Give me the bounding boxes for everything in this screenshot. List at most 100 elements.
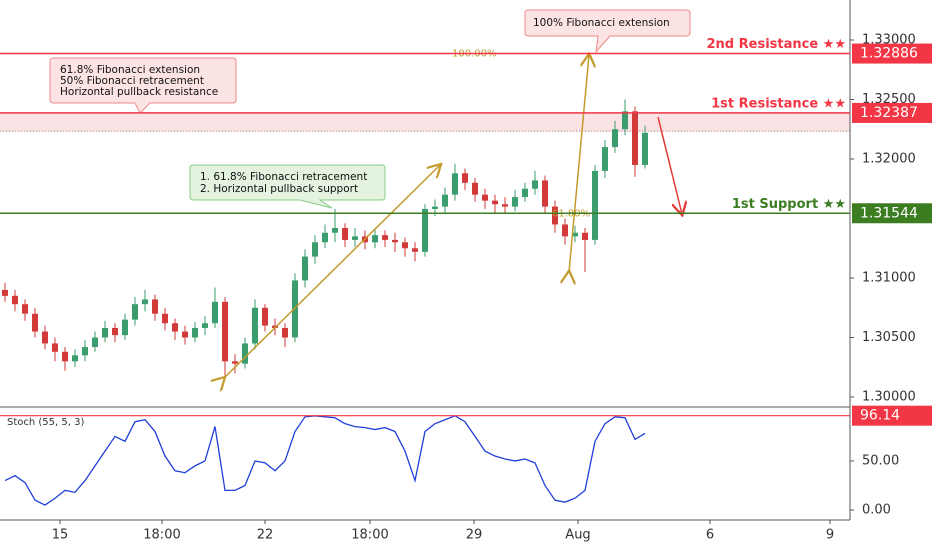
candle-body bbox=[632, 111, 638, 165]
candle-body bbox=[432, 206, 438, 209]
candle-body bbox=[532, 180, 538, 189]
candle-body bbox=[502, 204, 508, 207]
candle-body bbox=[72, 355, 78, 362]
candle-body bbox=[282, 327, 288, 338]
x-tick-label: 6 bbox=[706, 528, 714, 543]
x-tick-label: 15 bbox=[52, 528, 69, 543]
candle-body bbox=[102, 327, 108, 338]
trend-arrow bbox=[224, 165, 440, 378]
callout-box bbox=[49, 57, 237, 114]
candle-body bbox=[82, 347, 88, 356]
callout-text: 100% Fibonacci extension bbox=[533, 17, 670, 29]
y-tick-label: 0.00 bbox=[862, 502, 891, 517]
candle-body bbox=[522, 188, 528, 198]
candle-body bbox=[122, 319, 128, 336]
candle-body bbox=[552, 206, 558, 225]
fib-label: 61.80% bbox=[552, 209, 590, 220]
candle-body bbox=[132, 304, 138, 320]
y-tick-label: 1.30000 bbox=[862, 390, 916, 405]
candle-body bbox=[622, 111, 628, 130]
candle-body bbox=[182, 331, 188, 338]
candle-body bbox=[152, 299, 158, 314]
candle-body bbox=[512, 197, 518, 207]
candle-body bbox=[112, 327, 118, 336]
candle-body bbox=[242, 343, 248, 364]
y-tick-label: 50.00 bbox=[862, 453, 899, 468]
callout-text: 50% Fibonacci retracement bbox=[60, 75, 204, 87]
price-box bbox=[852, 102, 932, 123]
level-name: 1st Resistance ★★ bbox=[711, 96, 846, 111]
candle-body bbox=[642, 132, 648, 165]
callout-text: 1. 61.8% Fibonacci retracement bbox=[200, 171, 367, 183]
candle-body bbox=[12, 295, 18, 305]
candle-body bbox=[52, 343, 58, 352]
candle-body bbox=[202, 323, 208, 328]
candle-body bbox=[332, 228, 338, 233]
price-label: 96.14 bbox=[860, 408, 900, 424]
candle-body bbox=[462, 173, 468, 183]
candle-body bbox=[312, 242, 318, 257]
x-tick-label: Aug bbox=[565, 528, 590, 543]
projection-arrow bbox=[657, 116, 682, 214]
candle-body bbox=[542, 180, 548, 207]
candle-body bbox=[472, 182, 478, 195]
candle-body bbox=[582, 232, 588, 240]
stoch-line bbox=[4, 415, 646, 506]
x-tick-label: 18:00 bbox=[143, 528, 180, 543]
candle-body bbox=[372, 235, 378, 243]
candle-body bbox=[162, 313, 168, 324]
candle-body bbox=[592, 170, 598, 240]
candle-body bbox=[422, 208, 428, 252]
candle-body bbox=[392, 239, 398, 243]
price-label: 1.32886 bbox=[860, 46, 918, 62]
candle-body bbox=[142, 299, 148, 305]
candle-body bbox=[352, 236, 358, 240]
level-name: 1st Support ★★ bbox=[732, 197, 846, 212]
candle-body bbox=[42, 331, 48, 344]
candle-body bbox=[232, 361, 238, 364]
resistance-zone bbox=[0, 113, 850, 132]
candle-body bbox=[32, 313, 38, 332]
x-tick-label: 22 bbox=[257, 528, 274, 543]
x-tick-label: 9 bbox=[826, 528, 834, 543]
candle-body bbox=[342, 228, 348, 240]
y-tick-label: 1.32000 bbox=[862, 151, 916, 166]
candle-body bbox=[492, 200, 498, 205]
indicator-title: Stoch (55, 5, 3) bbox=[7, 417, 84, 428]
y-tick-label: 1.31000 bbox=[862, 270, 916, 285]
price-box bbox=[852, 203, 932, 224]
candle-body bbox=[452, 173, 458, 195]
candle-body bbox=[252, 307, 258, 344]
price-label: 1.31544 bbox=[860, 205, 918, 221]
candle-body bbox=[2, 289, 8, 296]
candle-body bbox=[172, 323, 178, 332]
candle-body bbox=[562, 224, 568, 237]
candle-body bbox=[62, 351, 68, 362]
candle-body bbox=[322, 232, 328, 243]
candle-body bbox=[192, 327, 198, 338]
candle-body bbox=[602, 147, 608, 171]
y-tick-label: 1.30500 bbox=[862, 330, 916, 345]
candle-body bbox=[402, 242, 408, 249]
x-tick-label: 18:00 bbox=[351, 528, 388, 543]
candle-body bbox=[382, 235, 388, 240]
candle-body bbox=[262, 307, 268, 326]
callout-box bbox=[524, 9, 691, 54]
callout-text: 61.8% Fibonacci extension bbox=[60, 64, 200, 76]
candle-body bbox=[412, 248, 418, 252]
callout-box bbox=[189, 164, 386, 209]
price-box bbox=[852, 43, 932, 64]
candle-body bbox=[222, 301, 228, 362]
candle-body bbox=[612, 129, 618, 148]
extension-arrow bbox=[569, 55, 589, 272]
candle-body bbox=[302, 256, 308, 281]
candle-body bbox=[22, 304, 28, 314]
candle-body bbox=[92, 337, 98, 348]
candle-body bbox=[442, 194, 448, 207]
level-name: 2nd Resistance ★★ bbox=[707, 37, 847, 52]
callout-text: Horizontal pullback resistance bbox=[60, 86, 218, 98]
callout-text: 2. Horizontal pullback support bbox=[200, 183, 358, 195]
x-tick-label: 29 bbox=[466, 528, 483, 543]
candle-body bbox=[212, 301, 218, 324]
